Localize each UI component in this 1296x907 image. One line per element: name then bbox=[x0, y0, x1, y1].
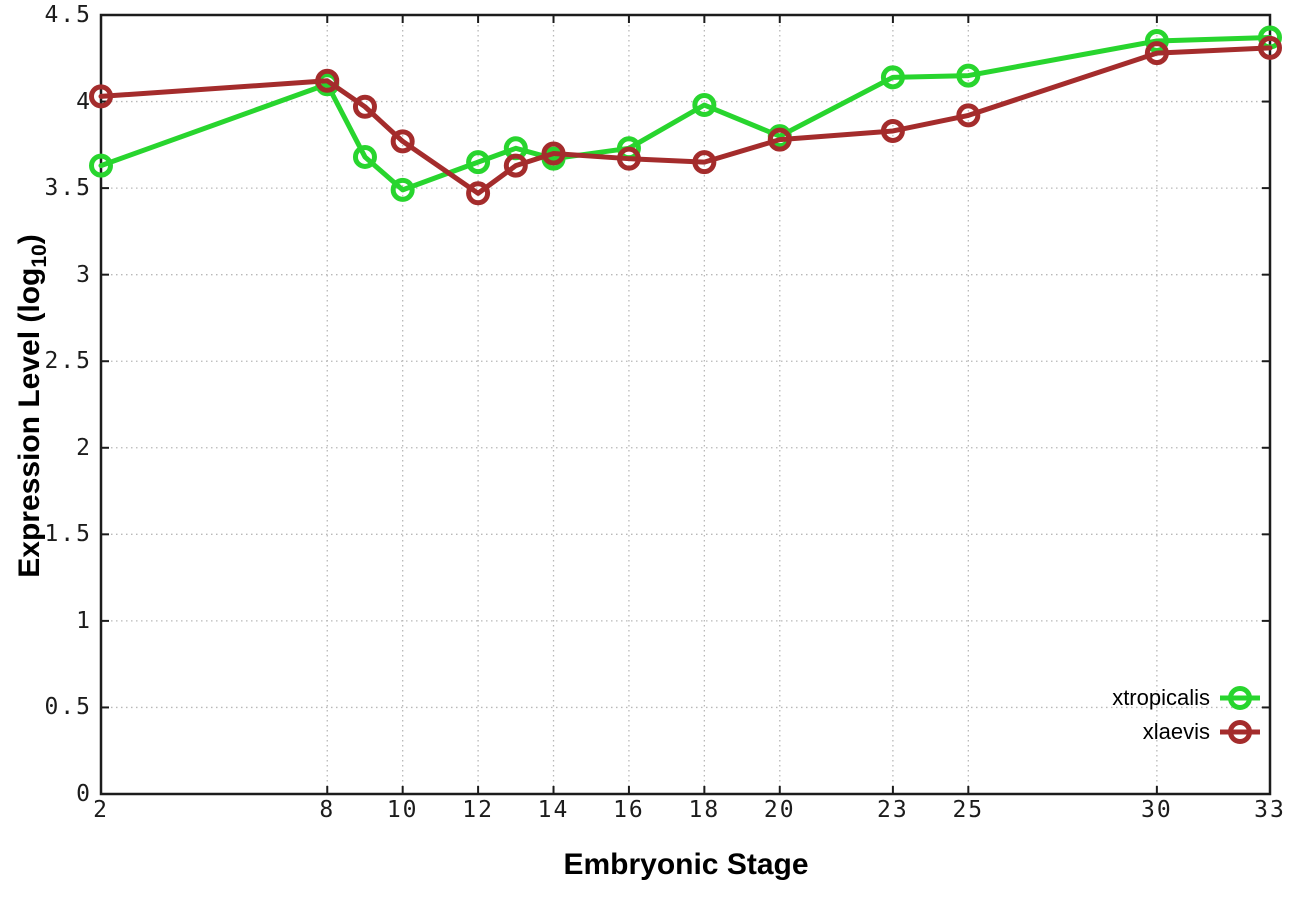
y-tick-label: 0 bbox=[76, 781, 92, 807]
series-xtropicalis-point bbox=[1144, 28, 1169, 53]
x-axis-title: Embryonic Stage bbox=[563, 848, 809, 881]
series-xlaevis-point bbox=[1258, 35, 1282, 60]
series-xlaevis-point bbox=[880, 118, 905, 143]
x-tick-label: 20 bbox=[763, 797, 796, 823]
series-xlaevis-point bbox=[352, 94, 377, 119]
legend: xtropicalis xlaevis bbox=[1112, 682, 1262, 747]
x-tick-label: 8 bbox=[319, 797, 336, 823]
y-tick-label: 0.5 bbox=[44, 694, 92, 721]
series-xtropicalis-point bbox=[956, 63, 981, 88]
series-xtropicalis-point bbox=[352, 144, 377, 169]
y-tick-label: 4 bbox=[76, 88, 92, 115]
series-xtropicalis-line bbox=[98, 35, 1273, 193]
y-axis-title-subscript: 10 bbox=[28, 244, 51, 268]
series-xlaevis-point bbox=[1144, 41, 1169, 66]
x-tick-label: 33 bbox=[1254, 797, 1286, 823]
series-xlaevis-point bbox=[466, 181, 491, 206]
series-xtropicalis-point bbox=[880, 65, 905, 90]
x-tick-label: 23 bbox=[877, 797, 909, 823]
x-tick-label: 10 bbox=[386, 797, 419, 823]
x-tick-label: 30 bbox=[1141, 797, 1173, 823]
x-tick-label: 12 bbox=[462, 797, 494, 823]
series-xlaevis-point bbox=[541, 141, 566, 166]
x-tick-label: 25 bbox=[952, 797, 985, 823]
y-tick-label: 3 bbox=[76, 261, 92, 288]
y-axis-title: Expression Level (log10) bbox=[9, 56, 51, 756]
series-xlaevis-point bbox=[503, 153, 528, 178]
legend-label-xlaevis: xlaevis bbox=[1142, 719, 1210, 744]
series-xlaevis-point bbox=[767, 127, 792, 152]
x-tick-label: 2 bbox=[93, 797, 109, 823]
series-xlaevis-point bbox=[89, 84, 113, 109]
y-tick-label: 1 bbox=[76, 607, 92, 634]
plot-border bbox=[99, 13, 1272, 796]
y-tick-label: 1.5 bbox=[44, 521, 92, 548]
y-tick-label: 2.5 bbox=[44, 348, 92, 375]
series-xlaevis-point bbox=[956, 103, 981, 128]
series-xtropicalis-point bbox=[89, 153, 113, 178]
y-tick-label: 2 bbox=[76, 434, 92, 461]
legend-item-xlaevis: xlaevis bbox=[1143, 716, 1262, 747]
x-tick-label: 14 bbox=[537, 797, 570, 823]
series-xlaevis-point bbox=[616, 146, 641, 171]
x-tick-label: 16 bbox=[613, 797, 645, 823]
series-xlaevis-point bbox=[315, 68, 340, 93]
y-tick-label: 4.5 bbox=[44, 2, 92, 28]
series-xtropicalis-point bbox=[466, 150, 491, 175]
xlaevis-marker-icon bbox=[1220, 719, 1260, 744]
legend-label-xtropicalis: xtropicalis bbox=[1112, 685, 1210, 710]
legend-item-xtropicalis: xtropicalis bbox=[1112, 682, 1262, 713]
series-xtropicalis-point bbox=[692, 93, 717, 118]
series-xlaevis-line bbox=[98, 45, 1273, 196]
y-axis-title-close: ) bbox=[13, 234, 46, 245]
series-xlaevis-point bbox=[390, 129, 415, 154]
y-tick-label: 3.5 bbox=[44, 175, 92, 202]
series-xtropicalis-point bbox=[390, 177, 415, 202]
xtropicalis-marker-icon bbox=[1220, 685, 1260, 710]
x-tick-label: 18 bbox=[688, 797, 721, 823]
y-axis-title-text: Expression Level (log bbox=[13, 267, 46, 578]
series-xlaevis-point bbox=[692, 150, 717, 175]
